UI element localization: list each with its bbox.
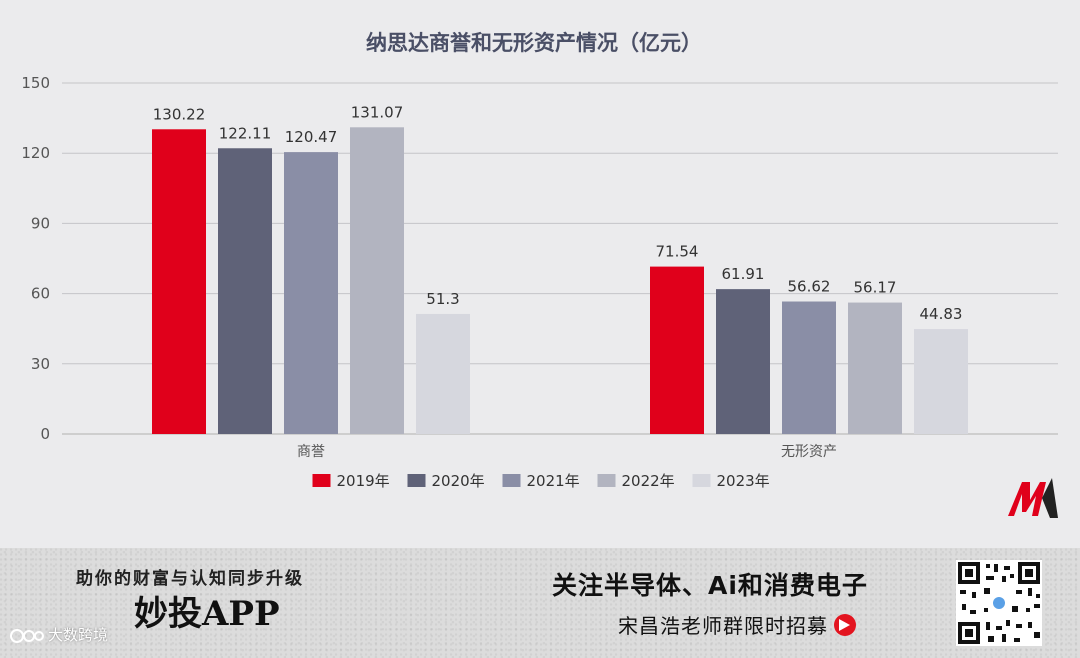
y-tick-label: 0 [40,425,50,443]
data-label: 51.3 [426,290,459,308]
data-label: 71.54 [656,243,699,261]
legend-label: 2022年 [622,472,675,490]
data-label: 56.17 [854,279,897,297]
data-label: 122.11 [219,124,272,142]
bar [782,301,836,434]
y-tick-label: 60 [31,285,50,303]
legend-swatch [312,474,331,487]
bar [152,129,206,434]
banner-subline[interactable]: 宋昌浩老师群限时招募 [618,610,856,639]
banner-tagline: 助你的财富与认知同步升级 [76,569,304,589]
bar [914,329,968,434]
chart-title: 纳思达商誉和无形资产情况（亿元） [366,31,702,55]
legend-swatch [597,474,616,487]
data-label: 130.22 [153,105,206,123]
bar [284,152,338,434]
legend-label: 2023年 [717,472,770,490]
y-tick-label: 30 [31,355,50,373]
banner-subline-text: 宋昌浩老师群限时招募 [618,614,828,638]
banner-headline: 关注半导体、Ai和消费电子 [552,571,868,600]
weibo-icon [10,628,44,643]
bar [416,313,470,434]
legend-label: 2020年 [432,472,485,490]
legend-swatch [407,474,426,487]
data-label: 56.62 [788,278,831,296]
chart-area: 纳思达商誉和无形资产情况（亿元） 130.22 122.11 120.47 131.0… [21,31,1058,518]
data-label: 44.83 [920,305,963,323]
data-label: 131.07 [351,103,404,121]
legend-swatch [692,474,711,487]
bars [152,127,968,434]
data-label: 61.91 [722,265,765,283]
axes: 0 30 60 90 120 150 商誉 无形资产 [21,74,837,460]
logo-red-stroke [1008,482,1046,516]
gridlines [62,82,1058,435]
qr-code-icon [956,560,1042,646]
bar-chart: 纳思达商誉和无形资产情况（亿元） 130.22 122.11 120.47 131.0… [21,31,1058,518]
y-tick-label: 90 [31,214,50,232]
data-label: 120.47 [285,128,338,146]
promo-banner[interactable]: 助你的财富与认知同步升级 妙投APP 大数跨境 关注半导体、Ai和消费电子 宋昌… [0,548,1080,658]
x-category-label: 无形资产 [781,444,837,460]
logo-dark-stroke [1042,478,1058,518]
legend-label: 2021年 [527,472,580,490]
bar [218,148,272,434]
watermark-text: 大数跨境 [48,626,109,644]
legend-label: 2019年 [337,472,390,490]
brand-logo [1008,478,1058,518]
legend: 2019年 2020年 2021年 2022年 2023年 [312,472,770,490]
y-tick-label: 150 [21,74,50,92]
y-tick-label: 120 [21,144,50,162]
x-category-label: 商誉 [297,444,325,460]
bar [650,266,704,434]
bar [848,302,902,434]
data-labels: 130.22 122.11 120.47 131.07 51.3 71.54 61.91 56… [153,103,963,323]
arrow-right-icon[interactable] [834,613,856,636]
watermark: 大数跨境 [8,624,108,645]
legend-swatch [502,474,521,487]
bar [350,127,404,434]
app-name: 妙投APP [134,594,280,634]
bar [716,289,770,434]
